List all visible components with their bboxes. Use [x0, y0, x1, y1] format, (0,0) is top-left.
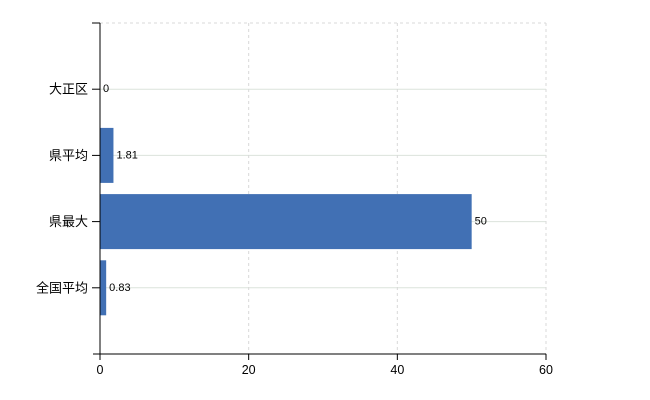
bar	[100, 127, 114, 183]
category-label: 全国平均	[36, 280, 88, 295]
bar-value-label: 0.83	[109, 282, 130, 294]
category-label: 県最大	[49, 214, 88, 229]
bar-value-label: 1.81	[116, 149, 137, 161]
bar	[100, 194, 472, 250]
x-tick-label: 20	[242, 363, 256, 377]
bar-value-label: 0	[103, 83, 109, 95]
category-label: 県平均	[49, 148, 88, 163]
x-tick-label: 60	[539, 363, 553, 377]
category-label: 大正区	[49, 82, 88, 97]
bar	[100, 260, 107, 316]
x-tick-label: 0	[97, 363, 104, 377]
x-tick-label: 40	[390, 363, 404, 377]
bar-value-label: 50	[475, 216, 487, 228]
